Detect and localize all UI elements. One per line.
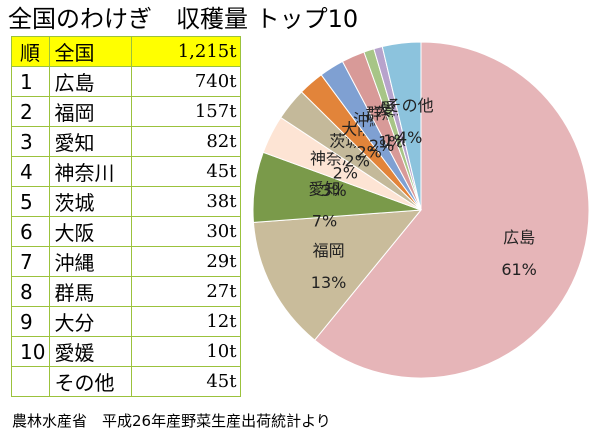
row-rank xyxy=(10,366,51,397)
row-rank: 7 xyxy=(10,246,51,277)
row-pref: 福岡 xyxy=(49,96,133,127)
row-rank: 4 xyxy=(10,156,51,187)
table-row: その他 45t xyxy=(10,366,242,397)
slice-label-0: 広島 xyxy=(503,228,535,247)
header-pref: 全国 xyxy=(49,36,133,67)
slice-pct-5: 2% xyxy=(345,151,370,170)
slice-pct-8: 1% xyxy=(378,132,403,151)
pie-slice-1 xyxy=(252,209,423,341)
row-rank: 6 xyxy=(10,216,51,247)
table-row: 5 茨城 38t xyxy=(10,186,242,217)
row-value: 12t xyxy=(131,306,242,337)
slice-pct-0: 61% xyxy=(501,260,537,279)
row-value: 27t xyxy=(131,276,242,307)
pie-slice-0 xyxy=(313,41,590,379)
row-rank: 1 xyxy=(10,66,51,97)
row-pref: 大分 xyxy=(49,306,133,337)
slice-pct-7: 2% xyxy=(369,136,394,155)
table-row: 1 広島 740t xyxy=(10,66,242,97)
slice-label-10: その他 xyxy=(386,96,434,115)
row-value: 45t xyxy=(131,366,242,397)
row-value: 45t xyxy=(131,156,242,187)
row-rank: 9 xyxy=(10,306,51,337)
slice-label-2: 愛知 xyxy=(308,180,340,199)
table-row: 4 神奈川 45t xyxy=(10,156,242,187)
chart-title: 全国のわけぎ 収穫量 トップ10 xyxy=(8,5,359,33)
row-rank: 3 xyxy=(10,126,51,157)
source-note: 農林水産省 平成26年産野菜生産出荷統計より xyxy=(12,412,331,430)
slice-pct-9: 1% xyxy=(383,131,408,150)
row-value: 740t xyxy=(131,66,242,97)
table-header-row: 順 全国 1,215t xyxy=(10,36,242,67)
slice-pct-4: 2% xyxy=(333,164,358,183)
slice-pct-10: 4% xyxy=(397,128,422,147)
slice-pct-1: 13% xyxy=(311,273,347,292)
slice-pct-6: 2% xyxy=(356,142,381,161)
row-pref: 大阪 xyxy=(49,216,133,247)
slice-label-1: 福岡 xyxy=(313,241,345,260)
row-pref: 茨城 xyxy=(49,186,133,217)
table-row: 8 群馬 27t xyxy=(10,276,242,307)
slice-pct-3: 3% xyxy=(321,181,346,200)
pie-slice-10 xyxy=(381,41,422,211)
row-pref: 沖縄 xyxy=(49,246,133,277)
row-value: 10t xyxy=(131,336,242,367)
table-row: 2 福岡 157t xyxy=(10,96,242,127)
row-pref: その他 xyxy=(49,366,133,397)
ranking-table: 順 全国 1,215t 1 広島 740t 2 福岡 157t 3 愛知 82t… xyxy=(10,36,242,397)
row-pref: 群馬 xyxy=(49,276,133,307)
row-rank: 10 xyxy=(10,336,51,367)
table-row: 9 大分 12t xyxy=(10,306,242,337)
row-rank: 2 xyxy=(10,96,51,127)
row-value: 38t xyxy=(131,186,242,217)
slice-pct-2: 7% xyxy=(312,212,337,231)
row-rank: 8 xyxy=(10,276,51,307)
header-rank: 順 xyxy=(10,36,51,67)
